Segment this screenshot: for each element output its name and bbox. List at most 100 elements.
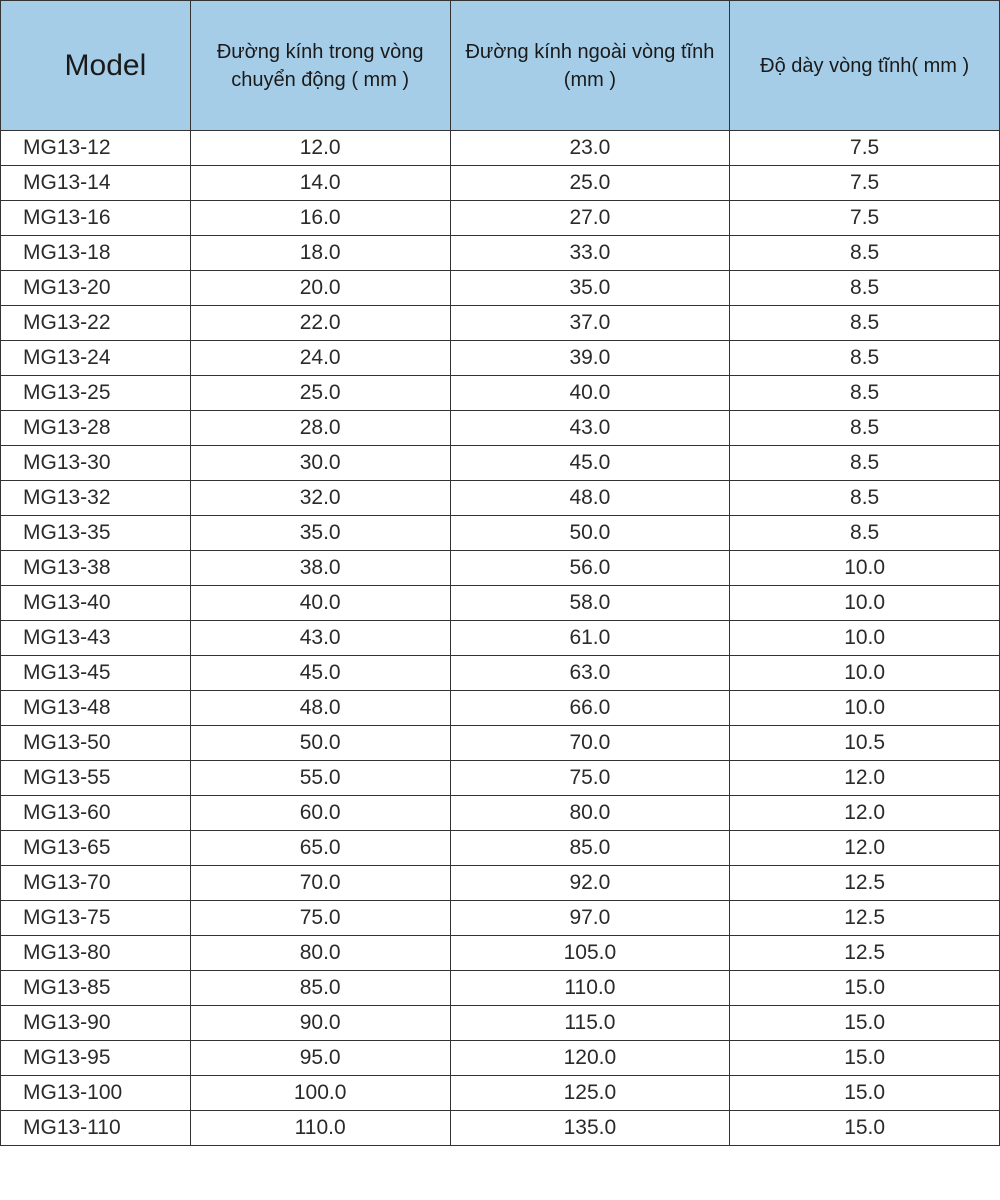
table-row: MG13-4040.058.010.0 <box>1 586 1000 621</box>
value-cell: 10.0 <box>730 621 1000 656</box>
table-row: MG13-2525.040.08.5 <box>1 376 1000 411</box>
table-row: MG13-1616.027.07.5 <box>1 201 1000 236</box>
value-cell: 39.0 <box>450 341 730 376</box>
value-cell: 97.0 <box>450 901 730 936</box>
table-row: MG13-1212.023.07.5 <box>1 131 1000 166</box>
table-row: MG13-5555.075.012.0 <box>1 761 1000 796</box>
value-cell: 90.0 <box>190 1006 450 1041</box>
model-cell: MG13-24 <box>1 341 191 376</box>
model-cell: MG13-43 <box>1 621 191 656</box>
value-cell: 12.5 <box>730 866 1000 901</box>
value-cell: 12.5 <box>730 936 1000 971</box>
table-row: MG13-4545.063.010.0 <box>1 656 1000 691</box>
model-cell: MG13-20 <box>1 271 191 306</box>
table-row: MG13-3232.048.08.5 <box>1 481 1000 516</box>
model-cell: MG13-65 <box>1 831 191 866</box>
value-cell: 50.0 <box>190 726 450 761</box>
model-cell: MG13-40 <box>1 586 191 621</box>
value-cell: 55.0 <box>190 761 450 796</box>
model-cell: MG13-38 <box>1 551 191 586</box>
value-cell: 16.0 <box>190 201 450 236</box>
value-cell: 24.0 <box>190 341 450 376</box>
table-row: MG13-5050.070.010.5 <box>1 726 1000 761</box>
model-cell: MG13-14 <box>1 166 191 201</box>
value-cell: 50.0 <box>450 516 730 551</box>
value-cell: 75.0 <box>190 901 450 936</box>
value-cell: 110.0 <box>190 1111 450 1146</box>
model-cell: MG13-28 <box>1 411 191 446</box>
value-cell: 100.0 <box>190 1076 450 1111</box>
table-row: MG13-6060.080.012.0 <box>1 796 1000 831</box>
table-row: MG13-2020.035.08.5 <box>1 271 1000 306</box>
table-row: MG13-7575.097.012.5 <box>1 901 1000 936</box>
model-cell: MG13-80 <box>1 936 191 971</box>
model-cell: MG13-60 <box>1 796 191 831</box>
table-row: MG13-8080.0105.012.5 <box>1 936 1000 971</box>
value-cell: 8.5 <box>730 411 1000 446</box>
value-cell: 23.0 <box>450 131 730 166</box>
col-header-inner-diameter: Đường kính trong vòng chuyển động ( mm ) <box>190 1 450 131</box>
model-cell: MG13-18 <box>1 236 191 271</box>
table-row: MG13-3838.056.010.0 <box>1 551 1000 586</box>
model-cell: MG13-110 <box>1 1111 191 1146</box>
value-cell: 60.0 <box>190 796 450 831</box>
value-cell: 32.0 <box>190 481 450 516</box>
value-cell: 8.5 <box>730 516 1000 551</box>
table-body: MG13-1212.023.07.5MG13-1414.025.07.5MG13… <box>1 131 1000 1146</box>
table-row: MG13-2222.037.08.5 <box>1 306 1000 341</box>
table-row: MG13-1818.033.08.5 <box>1 236 1000 271</box>
value-cell: 7.5 <box>730 201 1000 236</box>
table-row: MG13-9090.0115.015.0 <box>1 1006 1000 1041</box>
spec-table: Model Đường kính trong vòng chuyển động … <box>0 0 1000 1146</box>
table-row: MG13-6565.085.012.0 <box>1 831 1000 866</box>
table-row: MG13-4848.066.010.0 <box>1 691 1000 726</box>
value-cell: 14.0 <box>190 166 450 201</box>
table-row: MG13-1414.025.07.5 <box>1 166 1000 201</box>
value-cell: 105.0 <box>450 936 730 971</box>
table-row: MG13-9595.0120.015.0 <box>1 1041 1000 1076</box>
value-cell: 37.0 <box>450 306 730 341</box>
table-row: MG13-4343.061.010.0 <box>1 621 1000 656</box>
value-cell: 70.0 <box>190 866 450 901</box>
value-cell: 22.0 <box>190 306 450 341</box>
value-cell: 85.0 <box>190 971 450 1006</box>
value-cell: 8.5 <box>730 376 1000 411</box>
model-cell: MG13-48 <box>1 691 191 726</box>
value-cell: 10.0 <box>730 691 1000 726</box>
value-cell: 15.0 <box>730 1041 1000 1076</box>
value-cell: 70.0 <box>450 726 730 761</box>
col-header-thickness: Độ dày vòng tĩnh( mm ) <box>730 1 1000 131</box>
value-cell: 58.0 <box>450 586 730 621</box>
value-cell: 40.0 <box>190 586 450 621</box>
table-row: MG13-110110.0135.015.0 <box>1 1111 1000 1146</box>
value-cell: 8.5 <box>730 446 1000 481</box>
value-cell: 15.0 <box>730 1111 1000 1146</box>
table-header-row: Model Đường kính trong vòng chuyển động … <box>1 1 1000 131</box>
value-cell: 80.0 <box>190 936 450 971</box>
value-cell: 7.5 <box>730 131 1000 166</box>
value-cell: 15.0 <box>730 1076 1000 1111</box>
model-cell: MG13-85 <box>1 971 191 1006</box>
value-cell: 10.0 <box>730 656 1000 691</box>
value-cell: 66.0 <box>450 691 730 726</box>
value-cell: 15.0 <box>730 971 1000 1006</box>
model-cell: MG13-50 <box>1 726 191 761</box>
model-cell: MG13-75 <box>1 901 191 936</box>
model-cell: MG13-95 <box>1 1041 191 1076</box>
model-cell: MG13-35 <box>1 516 191 551</box>
value-cell: 135.0 <box>450 1111 730 1146</box>
value-cell: 12.0 <box>730 761 1000 796</box>
model-cell: MG13-70 <box>1 866 191 901</box>
model-cell: MG13-90 <box>1 1006 191 1041</box>
value-cell: 120.0 <box>450 1041 730 1076</box>
table-row: MG13-3030.045.08.5 <box>1 446 1000 481</box>
value-cell: 8.5 <box>730 306 1000 341</box>
value-cell: 8.5 <box>730 236 1000 271</box>
value-cell: 8.5 <box>730 341 1000 376</box>
table-row: MG13-7070.092.012.5 <box>1 866 1000 901</box>
value-cell: 40.0 <box>450 376 730 411</box>
table-row: MG13-3535.050.08.5 <box>1 516 1000 551</box>
value-cell: 33.0 <box>450 236 730 271</box>
table-row: MG13-100100.0125.015.0 <box>1 1076 1000 1111</box>
table-row: MG13-8585.0110.015.0 <box>1 971 1000 1006</box>
